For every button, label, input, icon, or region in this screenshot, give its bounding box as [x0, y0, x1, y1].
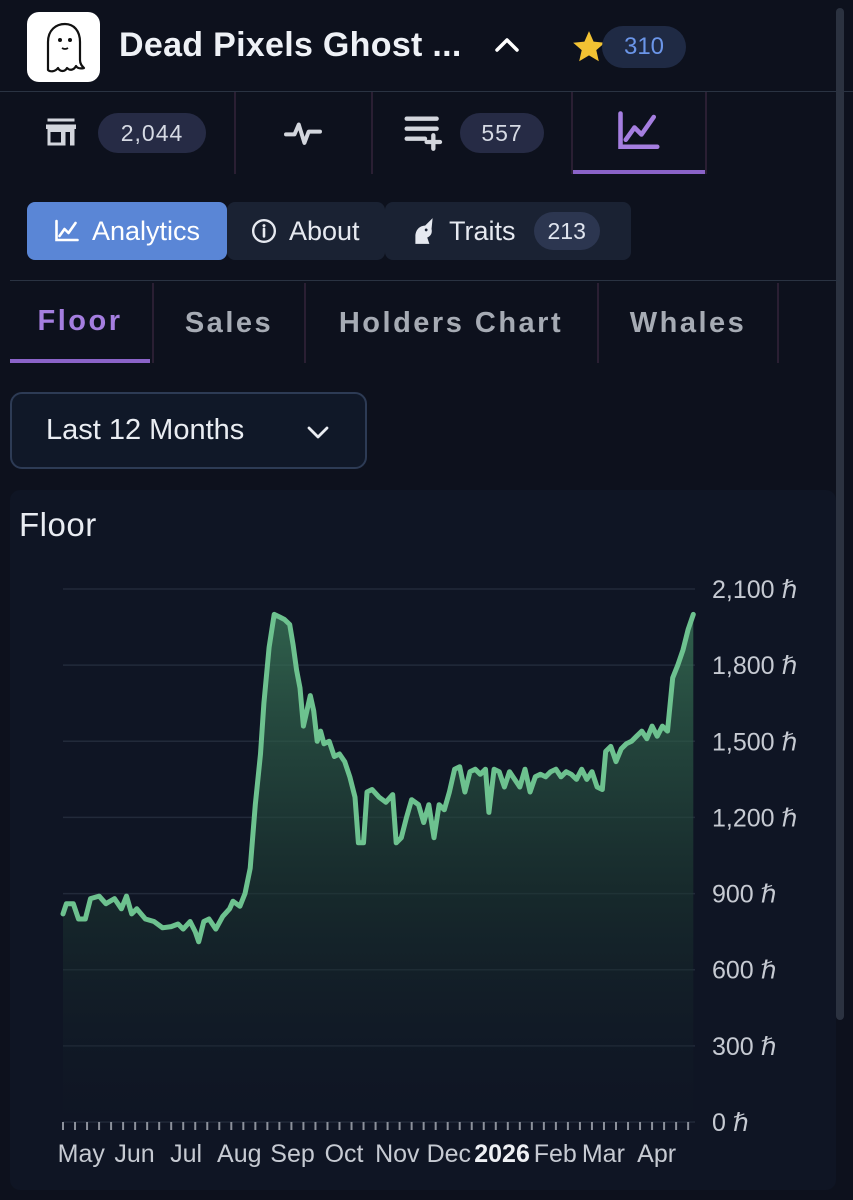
x-tick-label: Nov: [375, 1140, 420, 1168]
segment-traits-label: Traits: [449, 215, 516, 246]
info-icon: [251, 218, 277, 244]
x-tick-label: Oct: [325, 1140, 364, 1168]
chart-title: Floor: [19, 506, 97, 543]
collection-title: Dead Pixels Ghost ...: [119, 26, 462, 64]
segment-analytics[interactable]: Analytics: [27, 202, 227, 260]
time-range-select[interactable]: Last 12 Months: [10, 392, 367, 469]
storefront-icon: [46, 118, 76, 146]
scrollbar[interactable]: [836, 8, 844, 1020]
traits-count-badge: 213: [533, 212, 600, 250]
section-divider: [10, 280, 840, 281]
segment-traits[interactable]: Traits 213: [385, 202, 631, 260]
x-tick-label: May: [58, 1140, 106, 1168]
y-tick-label: 0 ℏ: [712, 1109, 749, 1137]
segment-about[interactable]: About: [227, 202, 385, 260]
line-chart-icon: [618, 111, 660, 150]
y-tick-label: 300 ℏ: [712, 1033, 777, 1061]
y-tick-label: 2,100 ℏ: [712, 576, 797, 604]
tab-holders[interactable]: 557: [373, 92, 573, 174]
segment-analytics-label: Analytics: [92, 215, 201, 246]
playlist-add-icon: [404, 116, 443, 151]
x-tick-label: Aug: [217, 1140, 261, 1168]
x-tick-label: Dec: [427, 1140, 471, 1168]
favorite-star-button[interactable]: [570, 26, 608, 68]
tab-sales[interactable]: Sales: [184, 306, 274, 339]
tab-whales[interactable]: Whales: [629, 306, 747, 339]
tab-holders-chart[interactable]: Holders Chart: [338, 306, 564, 339]
tab-floor[interactable]: Floor: [10, 283, 150, 363]
holders-count: 557: [460, 113, 544, 153]
x-tick-label: Jul: [170, 1140, 202, 1168]
y-tick-label: 600 ℏ: [712, 957, 777, 985]
tab-analytics-chart[interactable]: [573, 92, 707, 174]
y-tick-label: 1,800 ℏ: [712, 652, 797, 680]
tab-listings[interactable]: 2,044: [10, 92, 236, 174]
unicorn-icon: [415, 218, 433, 244]
x-tick-label: Sep: [270, 1140, 314, 1168]
x-tick-label: Apr: [637, 1140, 676, 1168]
listings-count: 2,044: [98, 113, 206, 153]
favorite-count-badge: 310: [602, 26, 686, 68]
y-tick-label: 900 ℏ: [712, 881, 777, 909]
app-header: Dead Pixels Ghost ... 310: [0, 0, 853, 92]
star-icon: [573, 31, 605, 62]
collection-logo[interactable]: [27, 12, 100, 82]
ghost-icon: [46, 22, 85, 73]
time-range-value: Last 12 Months: [46, 414, 245, 446]
x-tick-label: Feb: [534, 1140, 577, 1168]
x-tick-label: 2026: [474, 1140, 530, 1168]
floor-area-fill: [63, 614, 694, 1122]
segment-about-label: About: [289, 215, 360, 246]
y-tick-label: 1,200 ℏ: [712, 804, 797, 832]
chevron-down-icon: [307, 426, 329, 439]
y-tick-label: 1,500 ℏ: [712, 728, 797, 756]
chevron-up-icon[interactable]: [492, 30, 522, 60]
tab-activity[interactable]: [236, 92, 373, 174]
x-tick-label: Mar: [582, 1140, 625, 1168]
stats-tabbar: 2,044 557: [10, 92, 853, 174]
chart-line-icon: [55, 219, 79, 242]
activity-pulse-icon: [284, 122, 322, 145]
x-tick-label: Jun: [114, 1140, 154, 1168]
